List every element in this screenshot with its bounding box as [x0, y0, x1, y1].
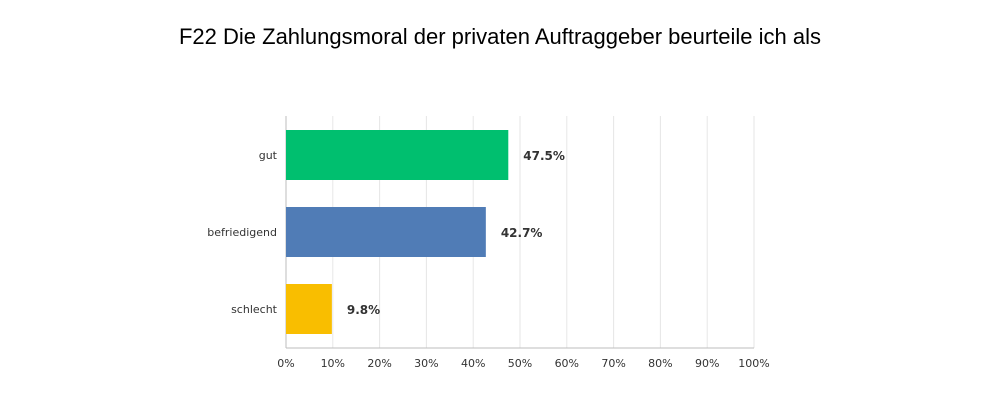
- bar-gut: [286, 130, 509, 180]
- category-label: schlecht: [231, 303, 278, 316]
- x-tick-label: 60%: [555, 357, 579, 370]
- bar-schlecht: [286, 284, 332, 334]
- x-tick-label: 10%: [321, 357, 345, 370]
- x-tick-label: 80%: [648, 357, 672, 370]
- bar-befriedigend: [286, 207, 486, 257]
- x-tick-label: 90%: [695, 357, 719, 370]
- x-tick-label: 30%: [414, 357, 438, 370]
- labels: 0% 10% 20% 30% 40% 50% 60% 70% 80% 90% 100% gut 47.5…: [207, 149, 769, 370]
- value-label: 9.8%: [347, 303, 380, 317]
- x-tick-label: 40%: [461, 357, 485, 370]
- category-label: gut: [259, 149, 278, 162]
- bars: [286, 130, 509, 334]
- x-tick-label: 100%: [738, 357, 769, 370]
- x-tick-label: 70%: [601, 357, 625, 370]
- x-tick-label: 20%: [367, 357, 391, 370]
- category-label: befriedigend: [207, 226, 277, 239]
- value-label: 42.7%: [501, 226, 543, 240]
- value-label: 47.5%: [523, 149, 565, 163]
- chart-title: F22 Die Zahlungsmoral der privaten Auftr…: [178, 24, 822, 49]
- x-tick-label: 0%: [277, 357, 294, 370]
- x-tick-label: 50%: [508, 357, 532, 370]
